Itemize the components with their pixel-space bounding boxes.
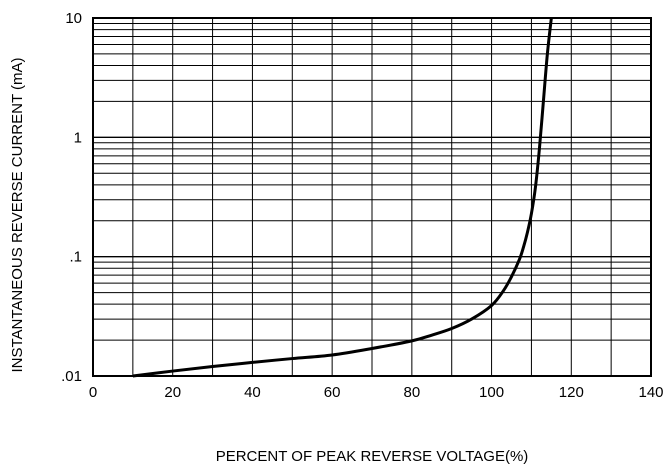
y-tick-label: .01 [61,368,82,385]
grid [93,18,651,376]
plot-frame [92,17,652,377]
series-layer [132,17,553,378]
x-tick-label: 40 [244,384,261,401]
series-line [132,17,553,378]
x-tick-label: 80 [404,384,421,401]
x-tick-label: 60 [324,384,341,401]
y-axis-label: INSTANTANEOUS REVERSE CURRENT (mA) [9,57,26,372]
y-tick-label: .1 [69,249,82,266]
y-tick-label: 10 [65,10,82,27]
x-tick-label: 20 [164,384,181,401]
x-tick-label: 0 [89,384,97,401]
x-tick-label: 120 [559,384,584,401]
y-tick-label: 1 [74,129,82,146]
x-tick-label: 100 [479,384,504,401]
y-tick-labels: .01 .1 1 10 [61,10,82,385]
x-tick-labels: 0 20 40 60 80 100 120 140 [89,384,664,401]
x-axis-label: PERCENT OF PEAK REVERSE VOLTAGE(%) [216,448,529,465]
x-tick-label: 140 [638,384,663,401]
